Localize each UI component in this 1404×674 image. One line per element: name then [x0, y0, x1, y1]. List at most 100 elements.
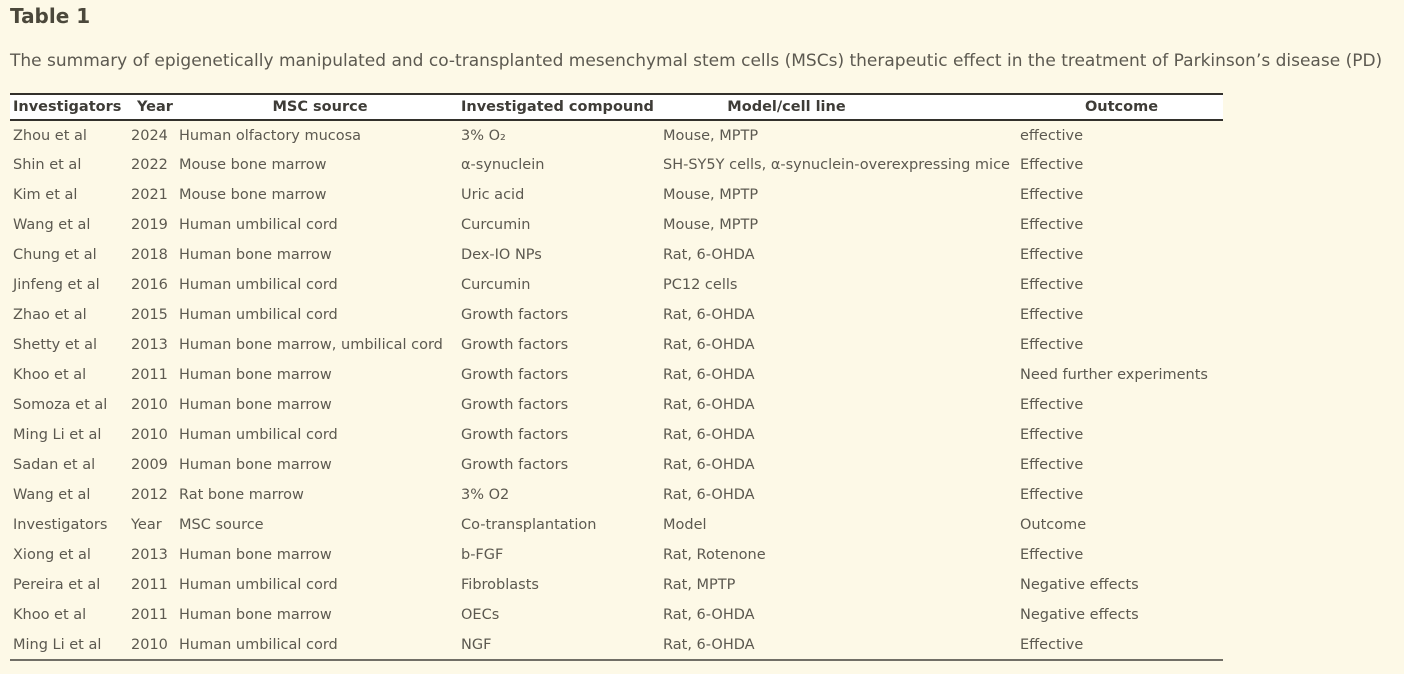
table-cell: PC12 cells — [663, 277, 738, 293]
table-row: Ming Li et al 2010 Human umbilical cord NGF… — [10, 630, 1223, 660]
table-cell: Effective — [1020, 427, 1084, 443]
table-row: Zhao et al 2015 Human umbilical cord Growth… — [10, 300, 1223, 330]
table-cell: 2015 — [131, 307, 168, 323]
table-cell: Growth factors — [461, 427, 569, 443]
table-cell: Human bone marrow — [179, 457, 332, 473]
table-cell: Mouse, MPTP — [663, 187, 759, 203]
table-cell: Human umbilical cord — [179, 636, 338, 653]
table-row: Shetty et al 2013 Human bone marrow, umbil… — [10, 330, 1223, 360]
table-cell: Sadan et al — [13, 457, 96, 473]
table-cell: Rat, MPTP — [663, 577, 736, 593]
table-cell: Effective — [1020, 397, 1084, 413]
table-cell: 2011 — [131, 607, 168, 623]
table-cell: Ming Li et al — [13, 427, 102, 443]
table-cell: Human bone marrow, umbilical cord — [179, 337, 443, 353]
table-row: Shin et al 2022 Mouse bone marrow α-synucle… — [10, 150, 1223, 180]
table-cell: 2018 — [131, 247, 168, 263]
table-cell: Shetty et al — [13, 337, 98, 353]
table-cell: Shin et al — [13, 157, 82, 173]
table-cell: Effective — [1020, 307, 1084, 323]
table-cell: Growth factors — [461, 307, 569, 323]
table-cell: 2011 — [131, 367, 168, 383]
table-cell: OECs — [461, 607, 500, 623]
table-cell: 2012 — [131, 487, 168, 503]
table-cell: Model — [663, 517, 707, 533]
table-row: Xiong et al 2013 Human bone marrow b-FGF Rat… — [10, 540, 1223, 570]
table-cell: Rat, 6-OHDA — [663, 457, 755, 473]
table-cell: Outcome — [1020, 517, 1087, 533]
table-cell: 2021 — [131, 187, 168, 203]
table-cell: Human umbilical cord — [179, 427, 338, 443]
table-cell: Rat, 6-OHDA — [663, 367, 755, 383]
table-cell: Mouse bone marrow — [179, 187, 327, 203]
table-cell: α-synuclein — [461, 157, 545, 173]
table-cell: Human olfactory mucosa — [179, 127, 362, 144]
table-cell: Growth factors — [461, 457, 569, 473]
table-cell: Human umbilical cord — [179, 217, 338, 233]
column-header-outcome: Outcome — [1084, 99, 1159, 115]
table-cell: Rat, 6-OHDA — [663, 607, 755, 623]
table-row: Khoo et al 2011 Human bone marrow OECs Rat, … — [10, 600, 1223, 630]
table-caption: The summary of epigenetically manipulate… — [10, 51, 1383, 71]
table-body: Zhou et al 2024 Human olfactory mucosa 3% O… — [10, 120, 1223, 660]
table-cell: NGF — [461, 636, 492, 653]
table-row: Zhou et al 2024 Human olfactory mucosa 3% O… — [10, 120, 1223, 150]
column-header-investigated-compound: Investigated compound — [461, 99, 654, 115]
table-cell: Mouse, MPTP — [663, 217, 759, 233]
table-cell: Human umbilical cord — [179, 307, 338, 323]
table-cell: 2016 — [131, 277, 168, 293]
table-cell: Zhou et al — [13, 127, 87, 144]
column-header-model-cell-line: Model/cell line — [727, 99, 846, 115]
table-cell: Xiong et al — [13, 547, 91, 563]
table-cell: Effective — [1020, 636, 1084, 653]
table-cell: Rat, 6-OHDA — [663, 247, 755, 263]
table-cell: Effective — [1020, 187, 1084, 203]
table-cell: effective — [1020, 127, 1084, 144]
table-cell: Growth factors — [461, 337, 569, 353]
table-cell: Khoo et al — [13, 607, 87, 623]
table-row: Somoza et al 2010 Human bone marrow Growth … — [10, 390, 1223, 420]
column-header-msc-source: MSC source — [272, 99, 368, 115]
table-cell: Effective — [1020, 487, 1084, 503]
table-cell: Negative effects — [1020, 577, 1139, 593]
table-cell: 2009 — [131, 457, 168, 473]
table-cell: Rat, 6-OHDA — [663, 307, 755, 323]
table-cell: Pereira et al — [13, 577, 101, 593]
table-cell: 3% O₂ — [461, 127, 506, 144]
table-cell: Human bone marrow — [179, 247, 332, 263]
table-cell: Year — [131, 517, 162, 533]
table-cell: b-FGF — [461, 547, 504, 563]
table-row: Investigators Year MSC source Co-transplant… — [10, 510, 1223, 540]
table-cell: 2010 — [131, 397, 168, 413]
table-cell: Rat bone marrow — [179, 487, 304, 503]
column-header-investigators: Investigators — [13, 99, 122, 115]
table-cell: 2019 — [131, 217, 168, 233]
table-cell: Rat, 6-OHDA — [663, 337, 755, 353]
table-cell: Mouse, MPTP — [663, 127, 759, 144]
table-cell: Khoo et al — [13, 367, 87, 383]
table-cell: 2011 — [131, 577, 168, 593]
table-cell: Growth factors — [461, 367, 569, 383]
table-cell: 2024 — [131, 127, 168, 144]
table-cell: Need further experiments — [1020, 367, 1208, 383]
table-cell: Effective — [1020, 157, 1084, 173]
table-cell: Jinfeng et al — [13, 277, 100, 293]
table-cell: Fibroblasts — [461, 577, 539, 593]
table-row: Kim et al 2021 Mouse bone marrow Uric acid M… — [10, 180, 1223, 210]
table-cell: Human umbilical cord — [179, 577, 338, 593]
table-cell: 2010 — [131, 427, 168, 443]
table-cell: Rat, 6-OHDA — [663, 427, 755, 443]
table-cell: Kim et al — [13, 187, 78, 203]
table-cell: Wang et al — [13, 217, 91, 233]
table-cell: Investigators — [13, 517, 108, 533]
table-row: Wang et al 2012 Rat bone marrow 3% O2 Rat, 6… — [10, 480, 1223, 510]
table-cell: Chung et al — [13, 247, 97, 263]
table-cell: Negative effects — [1020, 607, 1139, 623]
table-cell: Effective — [1020, 247, 1084, 263]
table-cell: Rat, 6-OHDA — [663, 397, 755, 413]
table-cell: Somoza et al — [13, 397, 108, 413]
table-cell: Ming Li et al — [13, 636, 102, 653]
table-cell: 2013 — [131, 547, 168, 563]
table-cell: Effective — [1020, 217, 1084, 233]
